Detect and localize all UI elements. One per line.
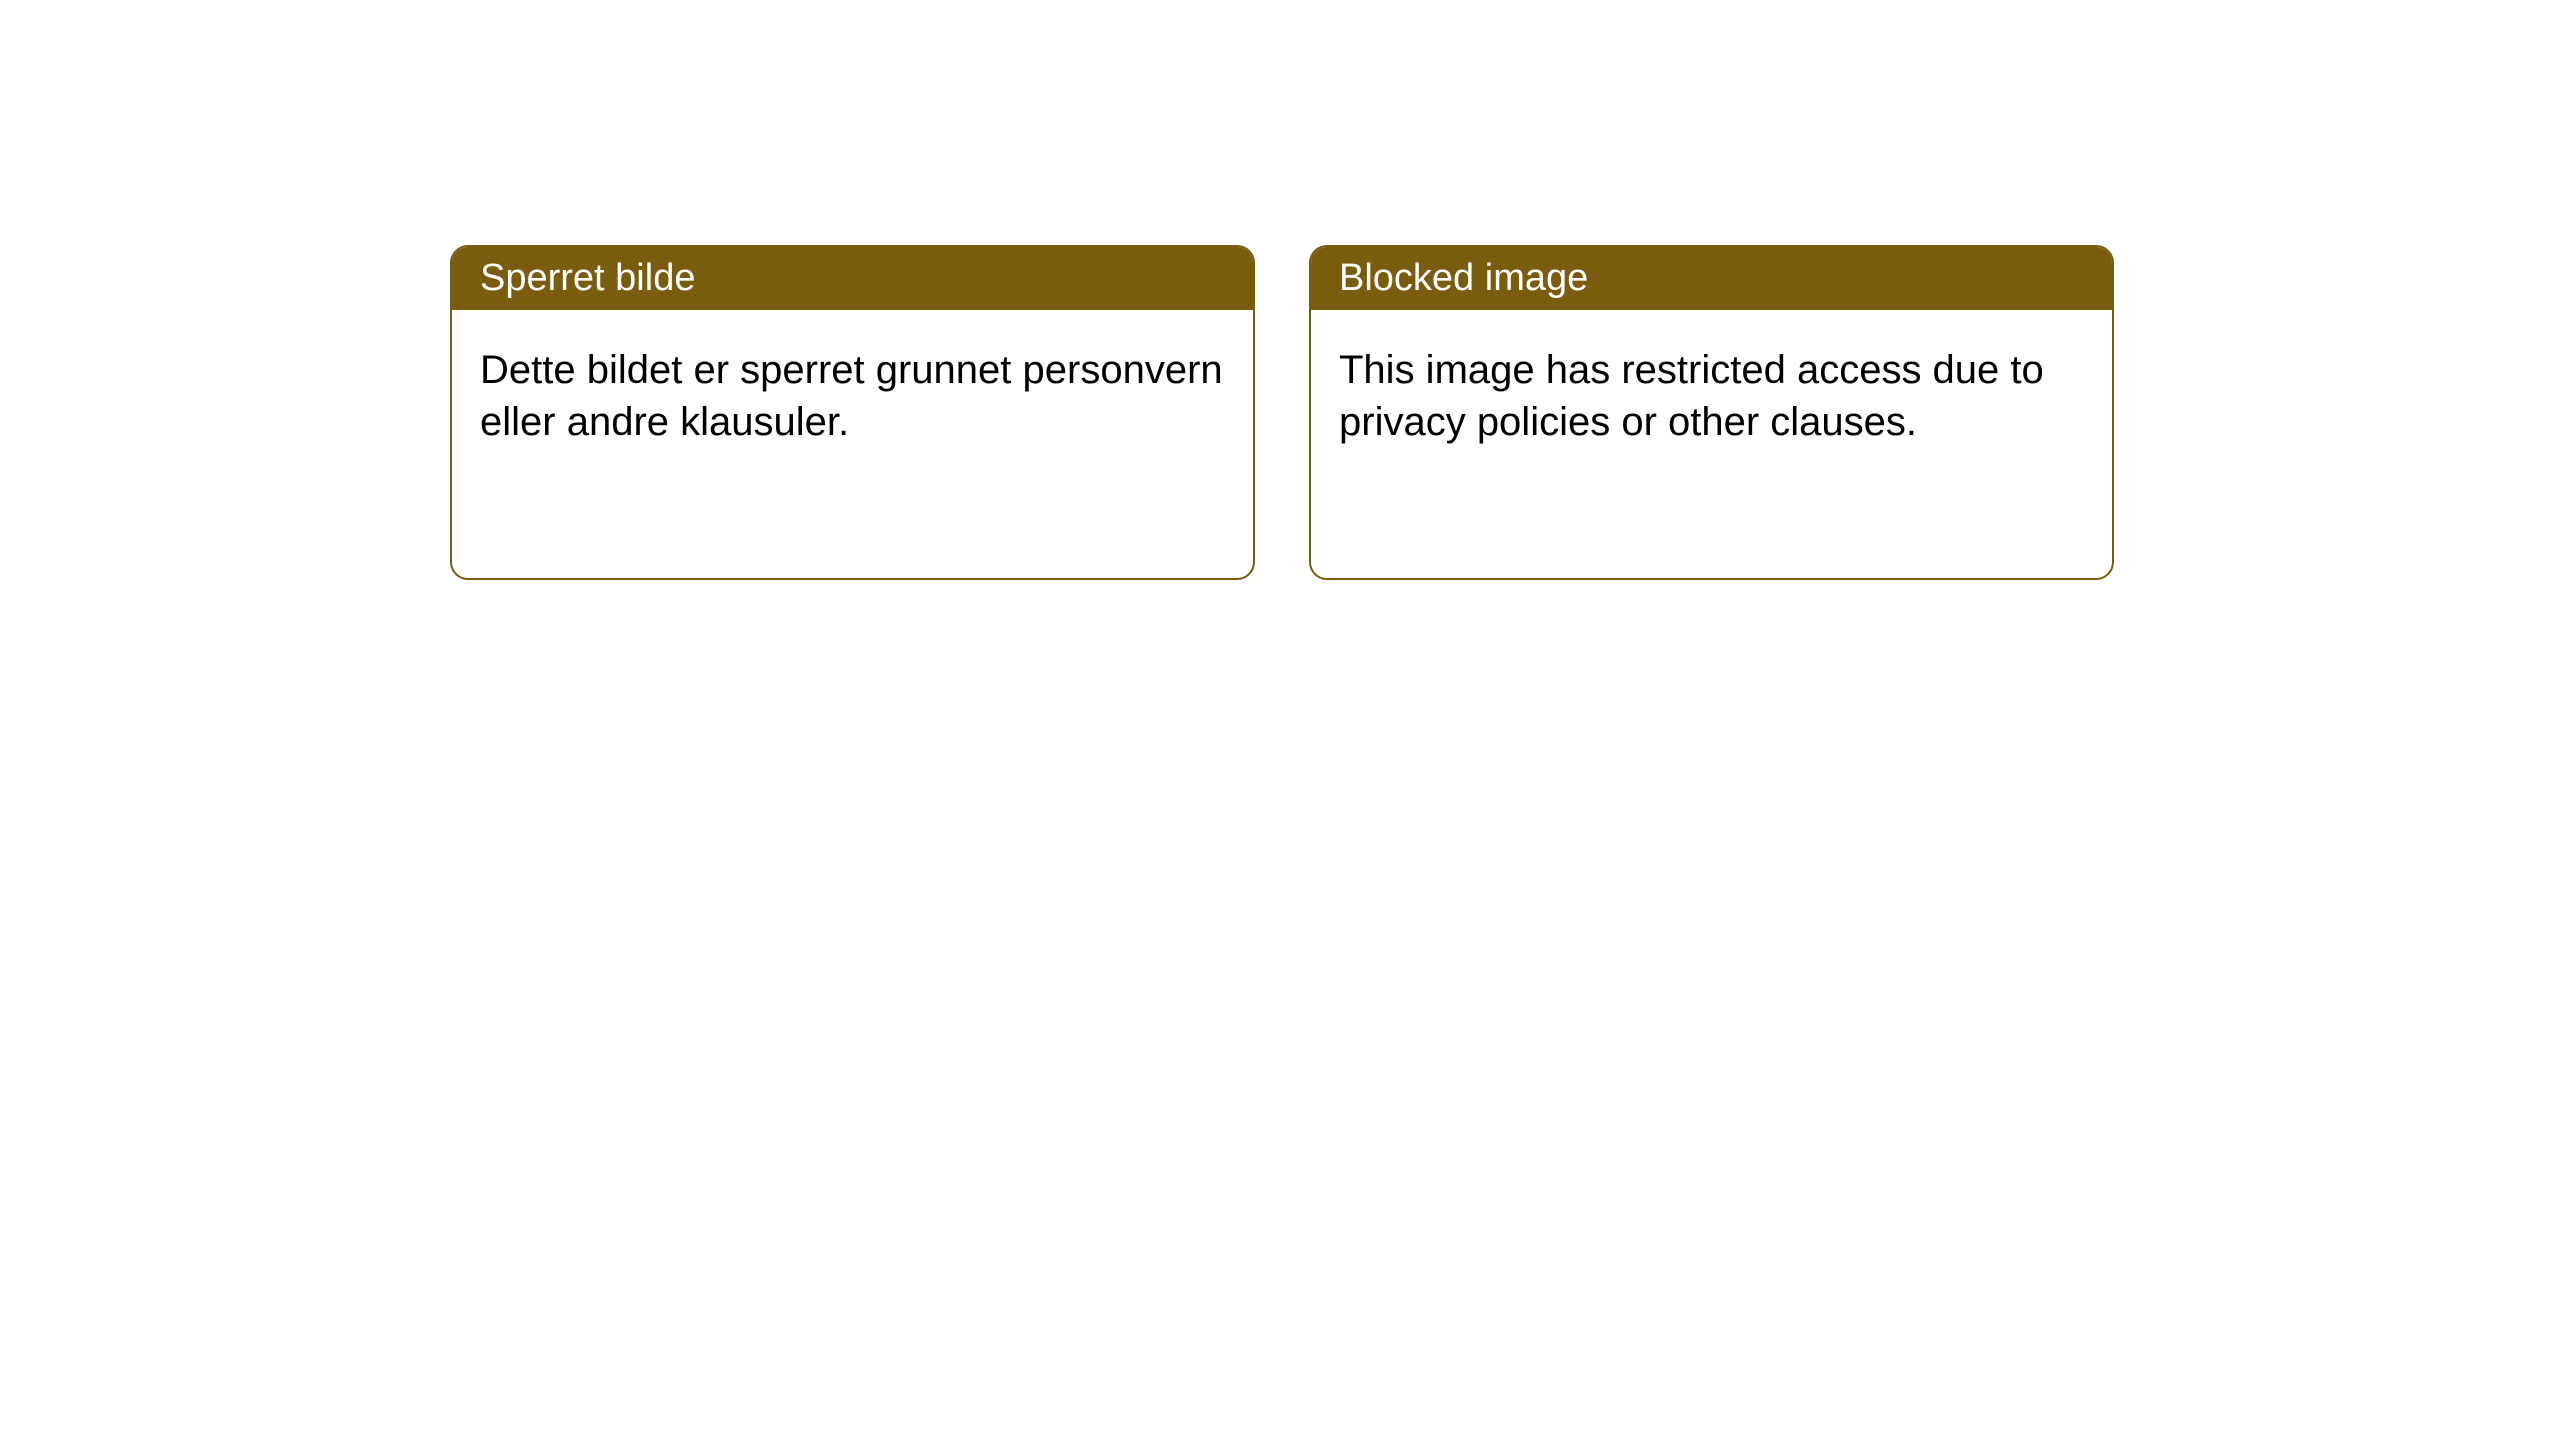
notice-container: Sperret bilde Dette bildet er sperret gr…	[0, 0, 2560, 580]
notice-header-norwegian: Sperret bilde	[452, 247, 1253, 310]
notice-body-norwegian: Dette bildet er sperret grunnet personve…	[452, 310, 1253, 482]
notice-card-english: Blocked image This image has restricted …	[1309, 245, 2114, 580]
notice-card-norwegian: Sperret bilde Dette bildet er sperret gr…	[450, 245, 1255, 580]
notice-header-english: Blocked image	[1311, 247, 2112, 310]
notice-body-english: This image has restricted access due to …	[1311, 310, 2112, 482]
